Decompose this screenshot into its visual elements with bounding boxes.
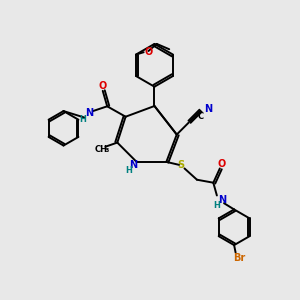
Text: H: H <box>125 166 132 175</box>
Text: H: H <box>213 201 220 210</box>
Text: O: O <box>99 80 107 91</box>
Text: H: H <box>79 115 86 124</box>
Text: N: N <box>218 195 226 205</box>
Text: N: N <box>130 160 138 170</box>
Text: Br: Br <box>233 253 246 263</box>
Text: O: O <box>144 47 152 57</box>
Text: N: N <box>204 104 212 114</box>
Text: N: N <box>85 108 93 118</box>
Text: S: S <box>177 160 184 170</box>
Text: CH: CH <box>95 145 108 154</box>
Text: C: C <box>198 112 204 121</box>
Text: O: O <box>217 159 226 169</box>
Text: 3: 3 <box>104 148 109 153</box>
